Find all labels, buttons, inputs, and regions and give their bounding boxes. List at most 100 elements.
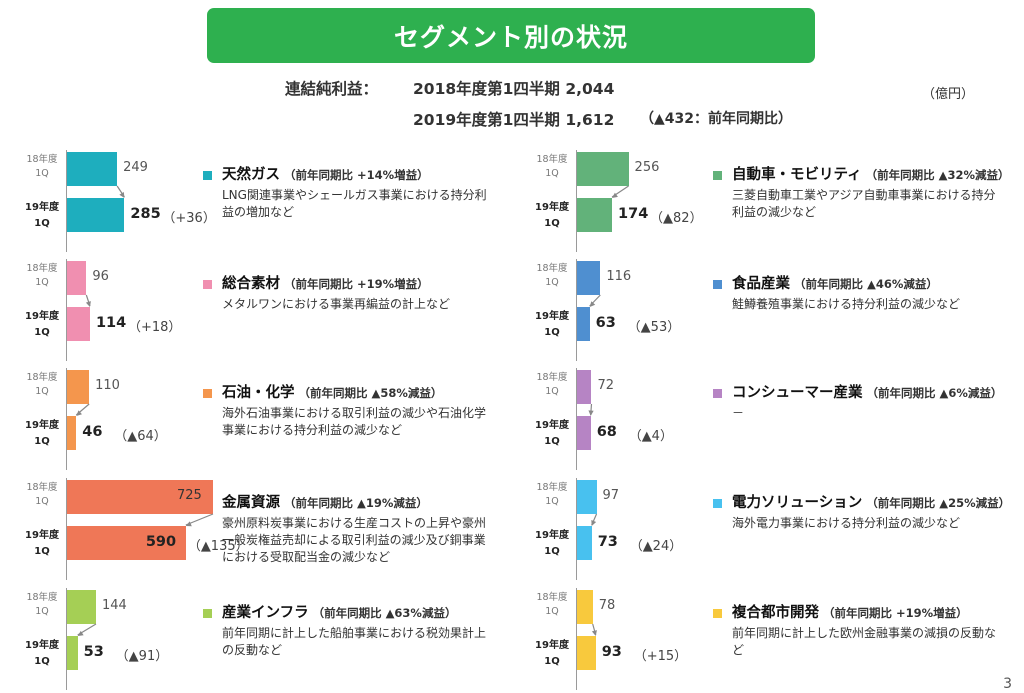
segment-color-marker xyxy=(713,280,722,289)
change-value-label: （+15） xyxy=(633,649,688,664)
current-value-label: 174 xyxy=(618,206,649,222)
segment-name: 石油・化学 xyxy=(222,385,295,401)
segment-color-marker xyxy=(713,171,722,180)
change-value-label: （+36） xyxy=(162,211,216,226)
segment-9: 18年度 1Q 19年度 1Q 78 93 （+15） 複合都市開発 （前年同期比 +19%増益… xyxy=(510,588,1000,693)
previous-period-label: 18年度 1Q xyxy=(536,592,568,617)
current-period-bar xyxy=(67,526,186,560)
segment-title: 電力ソリューション （前年同期比 ▲25%減益） xyxy=(732,491,1010,512)
previous-value-label: 78 xyxy=(598,598,616,613)
previous-value-label: 72 xyxy=(597,378,615,393)
segment-title: 食品産業 （前年同期比 ▲46%減益） xyxy=(732,272,938,293)
previous-period-label: 18年度 1Q xyxy=(536,482,568,507)
segment-title: 天然ガス （前年同期比 +14%増益） xyxy=(222,163,429,184)
bar-axis xyxy=(576,368,577,470)
segment-description: LNG関連事業やシェールガス事業における持分利益の増加など xyxy=(222,188,487,219)
change-value-label: （+18） xyxy=(127,320,182,335)
change-connector xyxy=(185,513,214,527)
segment-yoy: （前年同期比 ▲46%減益） xyxy=(794,277,938,291)
segment-yoy: （前年同期比 ▲25%減益） xyxy=(866,496,1011,510)
segment-color-marker xyxy=(203,171,212,180)
previous-value-label: 110 xyxy=(95,378,120,393)
previous-period-bar xyxy=(577,370,592,404)
current-value-label: 68 xyxy=(596,424,617,440)
connector-arrowhead xyxy=(588,410,594,416)
bar-axis xyxy=(66,368,67,470)
current-value-label: 590 xyxy=(145,534,177,550)
segment-1: 18年度 1Q 19年度 1Q 96 114 （+18） 総合素材 （前年同期比 +19%増益）… xyxy=(0,259,490,364)
segment-5: 18年度 1Q 19年度 1Q 256 174 （▲82） 自動車・モビリティ （前年同期比 ▲… xyxy=(510,150,1010,255)
segment-name: 金属資源 xyxy=(222,495,280,511)
connector-arrowhead xyxy=(591,630,597,636)
segment-7: 18年度 1Q 19年度 1Q 72 68 （▲4） コンシューマー産業 （前年同期比 ▲6%減… xyxy=(510,368,1003,473)
consolidated-net-income-label: 連結純利益： xyxy=(285,80,379,98)
change-connector xyxy=(77,623,97,636)
previous-value-label: 116 xyxy=(606,269,632,284)
current-value-label: 53 xyxy=(83,644,104,660)
current-period-bar xyxy=(577,416,591,450)
fy2019-q1-net-income: 2019年度第1四半期 1,612 xyxy=(413,111,615,129)
current-period-bar xyxy=(67,636,78,670)
segment-8: 18年度 1Q 19年度 1Q 97 73 （▲24） 電力ソリューション （前年同期比 ▲25… xyxy=(510,478,1010,583)
connector-arrowhead xyxy=(591,520,597,526)
current-period-label: 19年度 1Q xyxy=(25,530,59,557)
change-value-label: （▲64） xyxy=(114,429,167,444)
current-period-label: 19年度 1Q xyxy=(535,420,569,447)
segment-description: メタルワンにおける事業再編益の計上など xyxy=(222,297,451,311)
previous-period-label: 18年度 1Q xyxy=(26,592,58,617)
segment-color-marker xyxy=(713,609,722,618)
current-period-bar xyxy=(67,307,90,341)
change-connector xyxy=(611,185,629,198)
previous-value-label: 256 xyxy=(634,160,660,175)
segment-description: 鮭鱒養殖事業における持分利益の減少など xyxy=(732,297,961,311)
change-value-label: （▲24） xyxy=(629,539,683,554)
connector-arrowhead xyxy=(85,301,91,307)
change-value-label: （▲82） xyxy=(650,211,703,226)
current-value-label: 63 xyxy=(595,315,616,331)
current-period-label: 19年度 1Q xyxy=(535,640,569,667)
current-value-label: 93 xyxy=(601,644,622,660)
segment-yoy: （前年同期比 ▲63%減益） xyxy=(312,606,457,620)
connector-arrowhead xyxy=(589,301,596,307)
bar-axis xyxy=(66,259,67,361)
fy2018-q1-net-income: 2018年度第1四半期 2,044 xyxy=(413,80,615,98)
segment-name: 複合都市開発 xyxy=(732,605,819,621)
segment-yoy: （前年同期比 +19%増益） xyxy=(284,277,429,291)
current-period-label: 19年度 1Q xyxy=(25,311,59,338)
segment-title: 自動車・モビリティ （前年同期比 ▲32%減益） xyxy=(732,163,1010,184)
bar-axis xyxy=(66,478,67,580)
segment-color-marker xyxy=(713,499,722,508)
previous-value-label: 97 xyxy=(602,488,620,503)
connector-arrowhead xyxy=(76,410,82,416)
segment-name: 食品産業 xyxy=(732,276,790,292)
segment-color-marker xyxy=(203,280,212,289)
bar-axis xyxy=(576,588,577,690)
previous-period-label: 18年度 1Q xyxy=(536,372,568,397)
segment-color-marker xyxy=(203,499,212,508)
segment-name: 電力ソリューション xyxy=(732,495,863,511)
change-connector xyxy=(75,403,90,416)
segment-title: 総合素材 （前年同期比 +19%増益） xyxy=(222,272,429,293)
current-value-label: 285 xyxy=(130,206,161,222)
current-period-label: 19年度 1Q xyxy=(25,640,59,667)
previous-period-label: 18年度 1Q xyxy=(536,263,568,288)
segment-6: 18年度 1Q 19年度 1Q 116 63 （▲53） 食品産業 （前年同期比 ▲46%減益）… xyxy=(510,259,1000,364)
segment-yoy: （前年同期比 ▲58%減益） xyxy=(298,386,443,400)
current-value-label: 114 xyxy=(95,315,127,331)
bar-axis xyxy=(576,259,577,361)
current-period-bar xyxy=(577,526,592,560)
segment-name: 自動車・モビリティ xyxy=(732,167,862,183)
segment-yoy: （前年同期比 ▲6%減益） xyxy=(866,386,1003,400)
current-value-label: 73 xyxy=(597,534,618,550)
page-number: 3 xyxy=(1003,676,1012,692)
change-connector xyxy=(589,294,601,307)
previous-period-label: 18年度 1Q xyxy=(26,154,58,179)
previous-period-label: 18年度 1Q xyxy=(26,263,58,288)
previous-value-label: 96 xyxy=(92,269,109,284)
change-value-label: （▲91） xyxy=(115,649,169,664)
segment-yoy: （前年同期比 +14%増益） xyxy=(284,168,429,182)
segment-3: 18年度 1Q 19年度 1Q 725 590 （▲135） 金属資源 （前年同期比 ▲19%減… xyxy=(0,478,490,583)
segment-color-marker xyxy=(713,389,722,398)
change-value-label: （▲4） xyxy=(628,429,673,444)
current-period-bar xyxy=(577,307,590,341)
